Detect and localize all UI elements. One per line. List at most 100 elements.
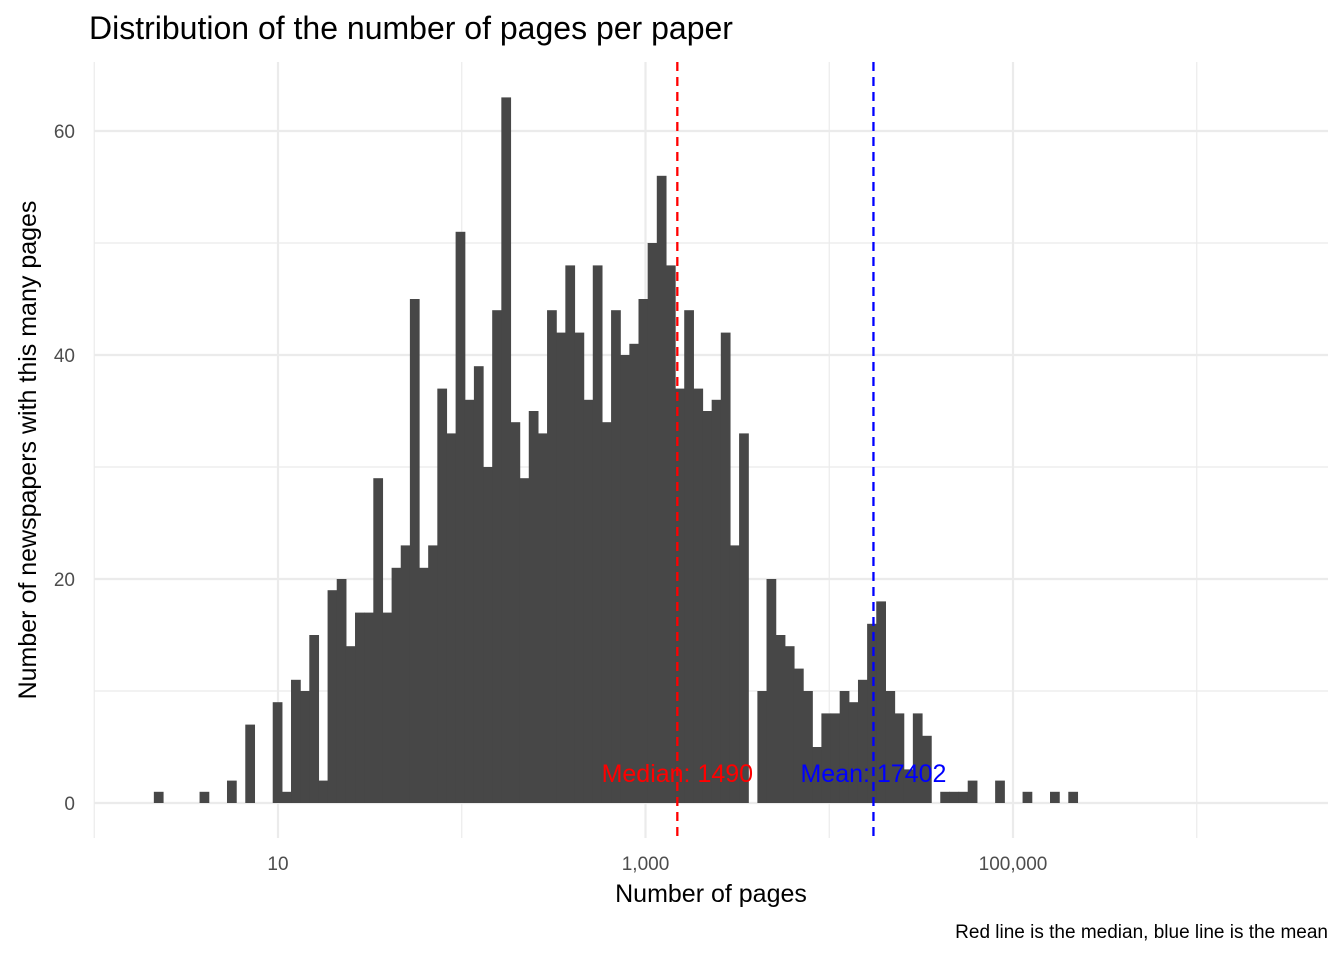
histogram-bar [1068,791,1079,803]
histogram-bar [784,646,795,803]
histogram-bar [455,231,466,804]
histogram-bar [766,579,777,803]
x-tick-label: 100,000 [979,854,1048,875]
chart-caption: Red line is the median, blue line is the… [955,922,1328,943]
histogram-bar [547,310,557,803]
histogram-bar [556,332,566,803]
histogram-bar [693,388,704,803]
histogram-bar [537,433,548,803]
histogram-bar [729,545,740,803]
histogram-bar [775,635,786,803]
histogram-bar [199,791,210,803]
histogram-bar [867,623,877,803]
y-tick-label: 0 [64,794,75,815]
histogram-bar [647,243,658,803]
histogram-bar [281,791,292,803]
histogram-bar [1022,791,1033,803]
histogram-bar [720,332,731,803]
histogram-bar [995,780,1005,803]
histogram-bar [620,355,630,803]
histogram-bar [355,612,365,803]
histogram-bar [528,411,539,803]
histogram-bar [428,545,438,803]
histogram-bar [629,343,640,803]
histogram-bar [364,612,374,803]
y-tick-label: 60 [54,122,75,143]
histogram-bar [702,411,713,803]
histogram-bar [446,433,457,803]
histogram-bar [967,780,978,803]
histogram-bar [857,679,868,803]
histogram-bar [492,310,502,803]
histogram-bar [419,567,429,803]
histogram-bar [912,713,923,803]
histogram-bar [848,702,859,803]
histogram-bar [245,724,256,803]
reference-lines: Median: 1490 Mean: 17402 [602,62,946,838]
histogram-bar [601,422,612,803]
histogram-bar [309,635,320,803]
histogram-bar [958,791,969,803]
y-axis-title: Number of newspapers with this many page… [14,201,42,700]
x-axis-ticks: 10 1,000 100,000 [267,854,1047,875]
histogram-bar [382,612,393,803]
median-label: Median: 1490 [602,760,754,788]
histogram-bar [565,265,576,803]
histogram-bar [592,265,603,803]
histogram-bar [839,691,850,803]
histogram-bar [391,567,402,803]
histogram-bar [574,332,585,803]
histogram-bar [675,388,685,803]
histogram-bar [437,388,448,803]
histogram-bar [300,691,310,803]
histogram-bar [830,713,841,803]
histogram-bar [501,97,512,803]
histogram-bar [812,747,822,803]
histogram-bar [656,175,667,804]
histogram-bar [949,791,960,803]
histogram-bar [665,265,676,803]
histogram-bar [894,713,905,803]
histogram-bar [373,478,384,803]
histogram-bar [336,579,347,803]
histogram-bar [483,467,493,803]
histogram-bar [291,679,301,803]
histogram-bar [793,668,804,803]
histogram-bar [903,769,914,803]
histogram-bar [611,310,621,803]
histogram-bar [885,691,896,803]
histogram-bar [464,399,475,803]
y-tick-label: 20 [54,570,75,591]
histogram-bar [757,691,768,803]
y-axis-ticks: 0 20 40 60 [54,122,75,815]
mean-label: Mean: 17402 [800,760,946,788]
x-tick-label: 10 [267,854,288,875]
histogram-bar [921,735,932,803]
histogram-bar [226,780,237,803]
histogram-bar [272,702,283,803]
histogram-bar [153,791,164,803]
histogram-bar [876,601,886,803]
histogram-bar [711,399,722,803]
x-tick-label: 1,000 [622,854,670,875]
histogram-bar [400,545,411,803]
histogram-bar [473,366,484,803]
histogram-bar [345,646,356,803]
histogram-bar [940,791,951,803]
histogram-bar [318,780,329,803]
histogram-bar [583,399,594,803]
histogram-bar [1050,791,1060,803]
histogram-bar [803,691,813,803]
histogram-bar [409,299,420,803]
x-axis-title: Number of pages [615,880,807,908]
histogram-bar [519,478,530,803]
y-tick-label: 40 [54,346,75,367]
histogram-bar [684,310,694,803]
histogram-bars [153,97,1079,804]
histogram-bar [510,422,521,803]
histogram-bar [821,713,832,803]
histogram-bar [327,590,338,803]
histogram-bar [739,433,749,803]
chart-title: Distribution of the number of pages per … [89,10,733,46]
